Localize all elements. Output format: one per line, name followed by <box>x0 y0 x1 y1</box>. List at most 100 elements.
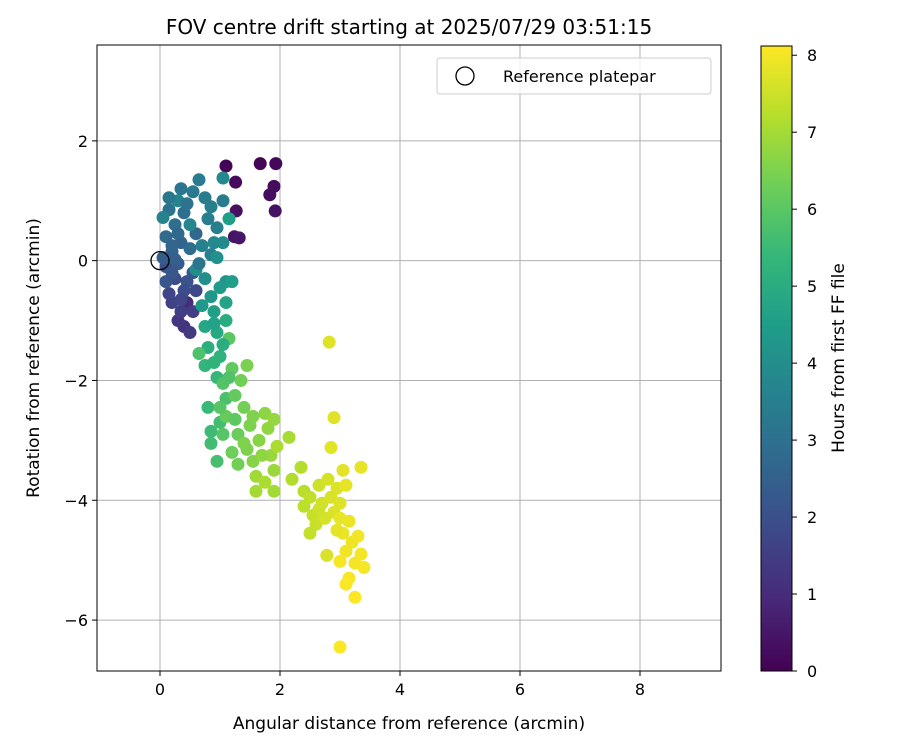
data-point <box>348 590 362 604</box>
data-point <box>159 275 173 289</box>
data-point <box>267 412 281 426</box>
y-tick-label: −4 <box>64 491 88 510</box>
data-point <box>330 523 344 537</box>
x-tick-label: 4 <box>395 680 405 699</box>
colorbar-ticks: 0 1 2 3 4 5 6 7 8 <box>792 46 817 681</box>
data-point <box>225 275 239 289</box>
reference-marker <box>150 251 170 271</box>
data-point <box>252 433 266 447</box>
data-point <box>216 194 230 208</box>
data-point <box>321 472 335 486</box>
data-point <box>195 239 209 253</box>
data-points <box>156 157 371 654</box>
grid-lines <box>97 45 721 671</box>
data-point <box>183 242 197 256</box>
data-point <box>204 200 218 214</box>
colorbar: 0 1 2 3 4 5 6 7 8 Hours from first FF file <box>760 45 849 681</box>
y-axis-label: Rotation from reference (arcmin) <box>24 218 44 498</box>
data-point <box>339 478 353 492</box>
data-point <box>213 281 227 295</box>
data-point <box>342 514 356 528</box>
colorbar-tick-label: 5 <box>807 277 817 296</box>
data-point <box>303 526 317 540</box>
data-point <box>210 251 224 265</box>
colorbar-tick-label: 6 <box>807 200 817 219</box>
plot-frame <box>96 44 722 672</box>
data-point <box>263 188 277 202</box>
data-point <box>320 548 334 562</box>
data-point <box>351 529 365 543</box>
data-point <box>282 430 296 444</box>
data-point <box>180 197 194 211</box>
data-point <box>267 484 281 498</box>
data-point <box>210 221 224 235</box>
data-point <box>354 547 368 561</box>
data-point <box>269 157 283 171</box>
data-point <box>186 185 200 199</box>
data-point <box>336 463 350 477</box>
data-point <box>204 436 218 450</box>
data-point <box>237 400 251 414</box>
data-point <box>327 411 341 425</box>
x-tick-label: 0 <box>155 680 165 699</box>
data-point <box>246 409 260 423</box>
data-point <box>165 239 179 253</box>
data-point <box>216 236 230 250</box>
x-tick-label: 6 <box>515 680 525 699</box>
data-point <box>216 427 230 441</box>
data-point <box>228 412 242 426</box>
data-point <box>225 445 239 459</box>
data-point <box>228 388 242 402</box>
data-point <box>255 448 269 462</box>
legend-box <box>436 57 712 95</box>
data-point <box>183 218 197 232</box>
data-point <box>207 236 221 250</box>
data-point <box>249 484 263 498</box>
data-point <box>312 502 326 516</box>
x-tick-label: 8 <box>635 680 645 699</box>
data-point <box>216 338 230 352</box>
data-point <box>240 358 254 372</box>
colorbar-tick-label: 7 <box>807 123 817 142</box>
y-tick-label: −6 <box>64 611 88 630</box>
data-point <box>162 287 176 301</box>
data-point <box>268 204 282 218</box>
data-point <box>156 211 170 225</box>
colorbar-tick-label: 3 <box>807 431 817 450</box>
data-point <box>210 454 224 468</box>
x-tick-label: 2 <box>275 680 285 699</box>
y-tick-label: 0 <box>78 252 88 271</box>
data-point <box>258 475 272 489</box>
data-point <box>207 305 221 319</box>
legend-marker-icon <box>455 66 475 86</box>
data-point <box>213 400 227 414</box>
data-point <box>285 472 299 486</box>
data-point <box>303 490 317 504</box>
data-point <box>267 463 281 477</box>
data-point <box>232 231 246 245</box>
chart-title: FOV centre drift starting at 2025/07/29 … <box>166 15 652 39</box>
data-point <box>192 347 206 361</box>
data-point <box>339 577 353 591</box>
data-point <box>324 441 338 455</box>
data-point <box>204 424 218 438</box>
colorbar-tick-label: 2 <box>807 508 817 527</box>
y-axis-ticks: −6 −4 −2 0 2 <box>64 132 97 630</box>
x-axis-label: Angular distance from reference (arcmin) <box>233 714 585 734</box>
data-point <box>229 175 243 189</box>
data-point <box>174 293 188 307</box>
y-tick-label: 2 <box>78 132 88 151</box>
data-point <box>322 335 336 349</box>
colorbar-tick-label: 4 <box>807 354 817 373</box>
data-point <box>207 317 221 331</box>
data-point <box>219 296 233 310</box>
data-point <box>201 212 215 226</box>
legend-label: Reference platepar <box>503 67 656 86</box>
data-point <box>192 173 206 187</box>
data-point <box>219 159 233 173</box>
data-point <box>333 554 347 568</box>
data-point <box>162 191 176 205</box>
data-point <box>192 257 206 271</box>
data-point <box>222 212 236 226</box>
